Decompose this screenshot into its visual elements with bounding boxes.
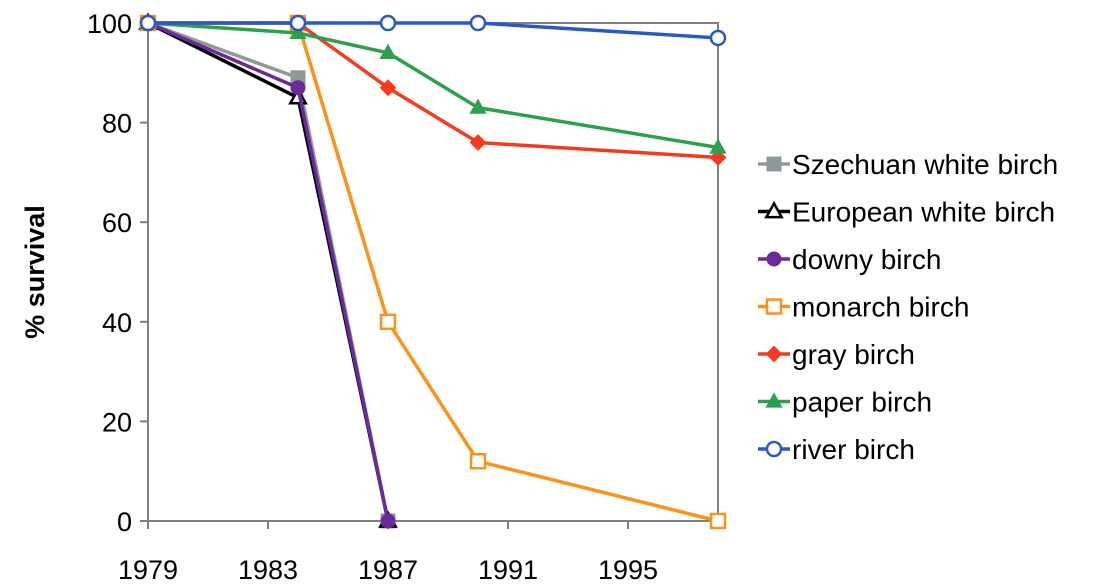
x-tick-label: 1987 — [358, 555, 418, 585]
legend-entry: paper birch — [758, 387, 932, 418]
y-tick-label: 100 — [87, 9, 132, 39]
data-point — [709, 138, 727, 154]
series-line — [147, 21, 390, 522]
series-line — [147, 21, 390, 522]
y-axis-title: % survival — [20, 205, 50, 339]
data-point — [290, 80, 306, 96]
series-monarch-birch — [139, 14, 727, 530]
legend-marker — [765, 298, 783, 315]
data-point — [380, 513, 396, 529]
y-tick-label: 0 — [117, 507, 132, 537]
data-point — [469, 98, 487, 114]
legend-entry: monarch birch — [758, 292, 969, 323]
y-tick-label: 80 — [102, 109, 132, 139]
x-tick-label: 1983 — [238, 555, 298, 585]
legend-label: gray birch — [792, 339, 915, 370]
plot-frame — [147, 22, 719, 522]
legend-marker — [764, 200, 784, 219]
series-line — [147, 21, 719, 150]
legend-marker — [766, 251, 782, 267]
y-tick-label: 60 — [102, 208, 132, 238]
y-tick-label: 40 — [102, 308, 132, 338]
legend-entry: European white birch — [758, 197, 1055, 228]
x-tick-label: 1979 — [118, 555, 178, 585]
series-paper-birch — [139, 13, 727, 154]
x-tick-label: 1991 — [478, 555, 538, 585]
legend-entry: downy birch — [758, 244, 941, 275]
data-point — [289, 14, 307, 32]
series-line — [148, 21, 719, 523]
legend-label: river birch — [792, 434, 915, 465]
legend-label: European white birch — [792, 197, 1055, 228]
legend-label: downy birch — [792, 244, 941, 275]
data-point — [139, 14, 157, 32]
series-gray-birch — [139, 14, 727, 166]
y-tick-label: 20 — [102, 407, 132, 437]
data-point — [469, 452, 487, 470]
axes: 0 20 40 60 80 100 1979 1983 1987 1991 1995 — [87, 9, 719, 585]
data-point — [289, 23, 307, 40]
legend-marker — [765, 440, 783, 458]
legend-entry: river birch — [758, 434, 915, 465]
legend-entry: Szechuan white birch — [758, 149, 1058, 180]
series-european-white-birch — [138, 12, 398, 528]
data-point — [469, 134, 487, 151]
series-river-birch — [139, 14, 727, 47]
data-point — [379, 43, 397, 59]
series-downy-birch — [140, 15, 396, 529]
series-line — [148, 21, 719, 160]
data-point — [469, 14, 487, 32]
data-point — [709, 29, 727, 47]
legend-marker — [765, 345, 783, 363]
legend-label: monarch birch — [792, 292, 969, 323]
data-point — [709, 512, 727, 530]
legend: Szechuan white birch European white birch… — [758, 149, 1058, 465]
series-lines — [138, 12, 727, 530]
legend-marker — [766, 156, 782, 172]
series-szechuan-white-birch — [140, 15, 396, 529]
legend-label: Szechuan white birch — [792, 149, 1058, 180]
data-point — [379, 79, 397, 97]
data-point — [379, 14, 397, 32]
legend-label: paper birch — [792, 387, 932, 418]
data-point — [379, 313, 397, 331]
x-tick-label: 1995 — [598, 555, 658, 585]
legend-entry: gray birch — [758, 339, 915, 370]
series-line — [147, 21, 390, 522]
legend-marker — [765, 392, 783, 408]
data-point — [709, 149, 727, 166]
series-line — [148, 21, 719, 40]
